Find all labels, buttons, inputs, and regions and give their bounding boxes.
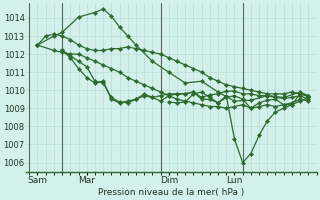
X-axis label: Pression niveau de la mer( hPa ): Pression niveau de la mer( hPa ) bbox=[98, 188, 244, 197]
